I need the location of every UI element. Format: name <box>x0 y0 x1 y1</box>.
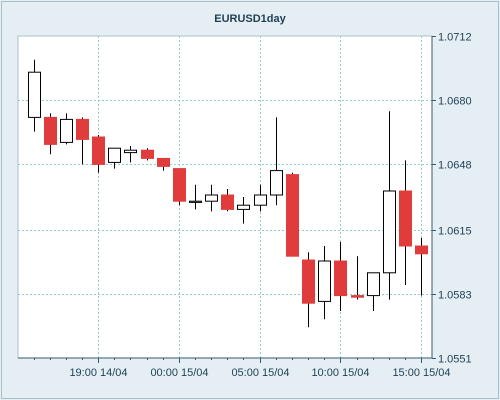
candle-body-down <box>415 245 428 255</box>
x-tick-label: 15:00 15/04 <box>392 367 450 379</box>
candle <box>334 242 347 311</box>
x-tick-label: 19:00 14/04 <box>69 367 127 379</box>
x-tick-label: 05:00 15/04 <box>231 367 289 379</box>
candle <box>286 172 299 257</box>
candle <box>76 117 89 165</box>
y-axis-ticks: 1.0551 1.0583 1.0615 1.0648 1.0680 1.0712 <box>432 32 472 366</box>
candle <box>157 157 170 171</box>
candle-body-down <box>157 157 170 167</box>
candle-body-down <box>351 295 364 298</box>
candle-body-down <box>302 259 315 304</box>
candle-body-up <box>383 190 396 274</box>
candle-body-down <box>399 190 412 247</box>
grid-lines <box>18 36 432 358</box>
candle <box>141 148 154 161</box>
candle-body-up <box>60 118 73 143</box>
candle-body-up <box>254 194 267 206</box>
candle <box>270 117 283 206</box>
candle-body-down <box>286 174 299 257</box>
candle-body-down <box>334 260 347 297</box>
candle <box>221 189 234 212</box>
x-axis-ticks: 19:00 14/04 00:00 15/04 05:00 15/04 10:00 1… <box>34 358 451 379</box>
candle-body-down <box>44 116 57 145</box>
y-tick-label: 1.0583 <box>438 290 472 302</box>
candle <box>237 197 250 224</box>
candle <box>383 111 396 300</box>
candles <box>28 59 428 328</box>
candle-body-up <box>189 200 202 203</box>
candle-body-up <box>124 149 137 154</box>
candle <box>415 238 428 296</box>
candle <box>318 246 331 320</box>
candle <box>44 113 57 155</box>
x-tick-label: 10:00 15/04 <box>311 367 369 379</box>
candle <box>189 184 202 210</box>
candle <box>205 184 218 212</box>
x-tick-label: 00:00 15/04 <box>150 367 208 379</box>
candle-body-up <box>318 260 331 302</box>
y-tick-label: 1.0648 <box>438 160 472 172</box>
candle-body-up <box>367 272 380 297</box>
candle-body-up <box>237 204 250 210</box>
candle <box>108 147 121 169</box>
y-tick-label: 1.0680 <box>438 96 472 108</box>
candle <box>28 59 41 132</box>
candle <box>367 272 380 311</box>
candle <box>124 146 137 163</box>
candle-body-up <box>108 147 121 163</box>
chart-title: EURUSD1day <box>214 13 286 25</box>
candle-body-up <box>28 71 41 118</box>
candle <box>60 113 73 145</box>
candle <box>254 184 267 212</box>
candle <box>351 256 364 300</box>
candle-body-down <box>221 194 234 210</box>
candle-body-up <box>270 170 283 196</box>
candle <box>173 168 186 206</box>
y-tick-label: 1.0551 <box>438 354 472 366</box>
candle-body-up <box>205 194 218 202</box>
candle-body-down <box>76 118 89 140</box>
candle <box>302 252 315 328</box>
candle-body-down <box>92 136 105 165</box>
candle-body-down <box>173 168 186 202</box>
y-tick-label: 1.0712 <box>438 32 472 44</box>
candle-body-down <box>141 149 154 159</box>
candle <box>92 135 105 173</box>
candle <box>399 160 412 285</box>
y-tick-label: 1.0615 <box>438 226 472 238</box>
